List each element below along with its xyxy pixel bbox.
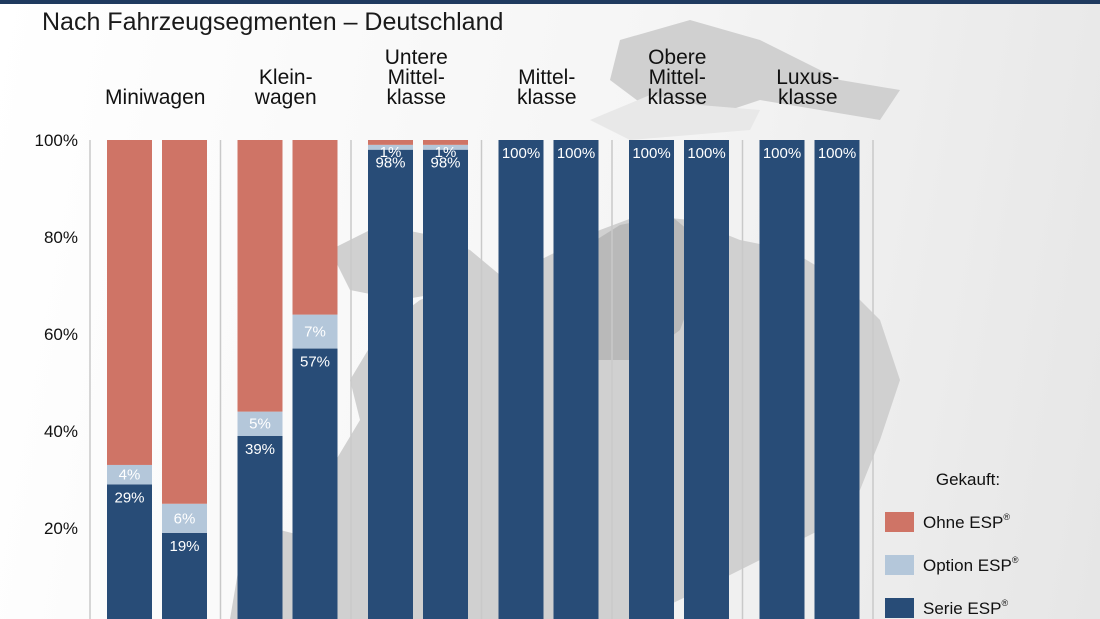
category-label: Obere Mittel-klasse [647,46,707,109]
category-label: Luxus-klasse [776,66,839,109]
legend-swatch-serie [885,598,914,618]
category-label-line: klasse [647,86,707,109]
bar-segment-option [292,314,338,349]
chart-title: Nach Fahrzeugsegmenten – Deutschland [42,8,504,36]
legend-swatch-ohne [885,512,914,532]
legend-label-sup: ® [1012,555,1019,565]
data-label: 98% [375,155,405,172]
bar-segment-serie [629,140,674,619]
legend-label-sup: ® [1003,512,1010,522]
category-label-line: Mittel- [388,66,445,89]
legend-label-sup: ® [1001,598,1008,608]
category-label-line: klasse [517,86,577,109]
bar-segment-option [368,144,413,150]
bar-segment-serie [292,348,338,619]
category-label-line: Mittel- [649,66,706,89]
bar-segment-serie [553,140,599,619]
legend-label: Serie ESP® [923,598,1008,618]
data-label: 6% [174,510,196,527]
data-label: 100% [763,145,801,162]
data-label: 1% [380,144,402,161]
legend-label-text: Option ESP [923,556,1012,575]
category-label: Klein-wagen [254,66,317,109]
bar-segment-serie [498,140,544,619]
category-label-line: wagen [254,86,317,109]
y-tick-label: 100% [35,131,78,150]
bar-segment-ohne [237,140,283,412]
legend-label-text: Serie ESP [923,599,1001,618]
legend-label: Option ESP® [923,555,1019,575]
category-label-line: klasse [778,86,838,109]
y-tick-label: 60% [44,325,78,344]
legend-label-text: Ohne ESP [923,513,1003,532]
bar-segment-ohne [107,140,152,465]
y-tick-label: 40% [44,422,78,441]
category-label-line: Obere [648,46,706,69]
data-label: 100% [687,145,725,162]
bar-segment-option [237,411,283,436]
data-label: 100% [502,145,540,162]
category-label-line: Mittel- [518,66,575,89]
legend-label: Ohne ESP® [923,512,1010,532]
data-label: 5% [249,416,271,433]
category-label-line: Untere [385,46,448,69]
bar-segment-option [423,144,468,150]
data-label: 1% [435,144,457,161]
category-label-line: Klein- [259,66,313,89]
bar-segment-serie [759,140,805,619]
legend-title: Gekauft: [936,470,1000,489]
bar-segment-serie [423,149,468,619]
bar-segment-ohne [368,140,413,145]
bar-segment-serie [107,484,152,619]
bar-segment-ohne [423,140,468,145]
bar-segment-ohne [292,140,338,315]
bar-segment-option [107,464,152,485]
bar-segment-serie [684,140,729,619]
category-label: Mittel-klasse [517,66,577,109]
data-label: 29% [114,489,144,506]
category-label-line: klasse [386,86,446,109]
category-label: Untere Mittel-klasse [385,46,448,109]
y-tick-label: 80% [44,228,78,247]
bar-segment-serie [814,140,860,619]
data-label: 98% [430,155,460,172]
data-label: 100% [632,145,670,162]
data-label: 19% [169,538,199,555]
bar-segment-serie [162,532,207,619]
category-label-line: Miniwagen [105,86,205,109]
legend-swatch-option [885,555,914,575]
data-label: 100% [557,145,595,162]
category-label: Miniwagen [105,86,205,109]
bar-segment-ohne [162,140,207,504]
y-tick-label: 0% [53,616,78,619]
title-bar [0,0,1100,4]
data-label: 39% [245,441,275,458]
bar-segment-serie [237,435,283,619]
bar-segment-option [162,503,207,533]
data-label: 100% [818,145,856,162]
data-label: 4% [119,467,141,484]
data-label: 7% [304,324,326,341]
category-label-line: Luxus- [776,66,839,89]
bar-segment-serie [368,149,413,619]
data-label: 57% [300,354,330,371]
y-tick-label: 20% [44,519,78,538]
